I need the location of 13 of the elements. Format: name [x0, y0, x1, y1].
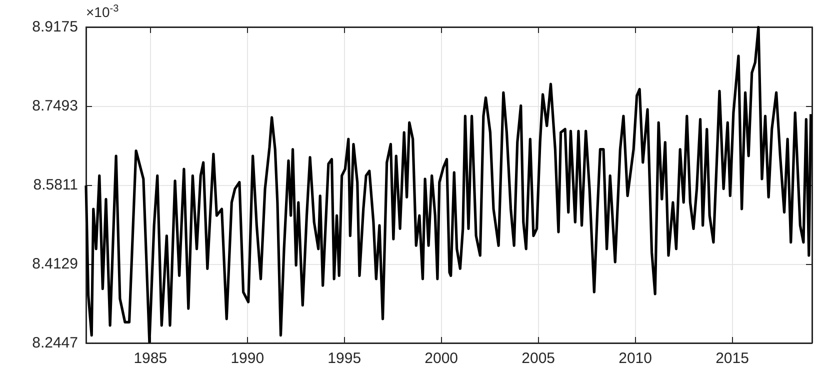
x-tick-label: 2005 [522, 350, 556, 367]
y-tick-label: 8.2447 [32, 334, 78, 352]
y-tick-label: 8.5811 [33, 176, 78, 194]
y-tick-label: 8.7493 [32, 98, 78, 114]
line-series [84, 26, 812, 344]
x-tick-label: 1985 [134, 350, 168, 367]
x-tick-label: 1990 [230, 350, 264, 367]
x-tick-label: 2010 [618, 350, 652, 367]
y-tick-label: 8.9175 [32, 18, 78, 36]
y-tick-label: 8.4129 [32, 256, 78, 272]
x-tick-label: 2015 [716, 350, 749, 367]
x-tick-label: 2000 [424, 350, 458, 367]
x-tick-label: 1995 [328, 350, 362, 367]
